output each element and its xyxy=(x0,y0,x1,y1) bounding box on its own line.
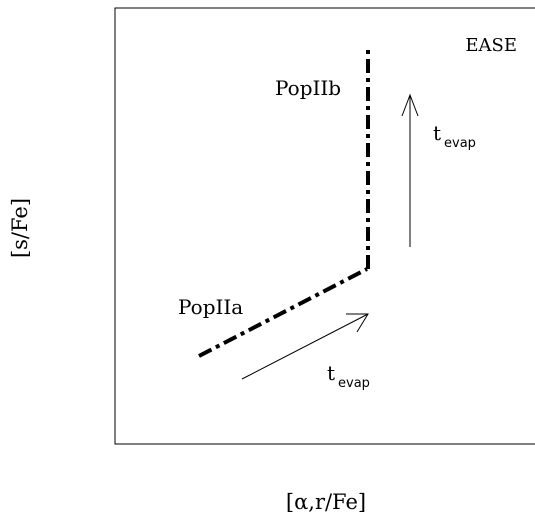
panel-label: EASE xyxy=(465,35,517,56)
y-axis-label: [s/Fe] xyxy=(8,198,32,258)
vertical-arrow xyxy=(401,93,419,247)
plot-frame xyxy=(114,7,535,445)
vertical-arrow-label: t evap xyxy=(433,121,476,151)
popiia-track xyxy=(198,267,368,358)
popiia-label: PopIIa xyxy=(178,295,243,319)
svg-text:evap: evap xyxy=(444,136,476,151)
x-axis-label: [α,r/Fe] xyxy=(286,490,366,514)
diagonal-arrow xyxy=(241,313,369,380)
popiib-label: PopIIb xyxy=(275,76,341,100)
svg-text:t: t xyxy=(327,361,335,385)
svg-text:t: t xyxy=(433,121,441,145)
svg-text:evap: evap xyxy=(338,376,370,391)
diagonal-arrow-label: t evap xyxy=(327,361,370,391)
